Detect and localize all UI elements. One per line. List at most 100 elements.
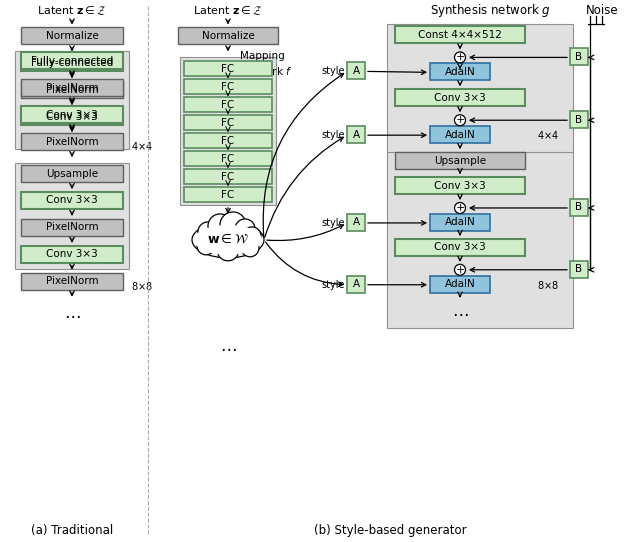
Text: Conv 3×3: Conv 3×3 xyxy=(46,109,98,120)
Circle shape xyxy=(208,214,232,238)
Text: $4{\times}4$: $4{\times}4$ xyxy=(537,129,559,141)
FancyBboxPatch shape xyxy=(430,126,490,143)
Text: FC: FC xyxy=(221,100,235,110)
FancyBboxPatch shape xyxy=(347,276,365,293)
FancyBboxPatch shape xyxy=(21,81,123,98)
FancyBboxPatch shape xyxy=(395,239,525,256)
FancyBboxPatch shape xyxy=(395,152,525,169)
FancyBboxPatch shape xyxy=(21,273,123,290)
Text: A: A xyxy=(352,66,359,76)
Text: Conv 3×3: Conv 3×3 xyxy=(46,196,98,205)
FancyBboxPatch shape xyxy=(21,219,123,236)
FancyBboxPatch shape xyxy=(395,89,525,106)
Text: style: style xyxy=(322,66,345,76)
FancyBboxPatch shape xyxy=(15,56,129,125)
Text: PixelNorm: PixelNorm xyxy=(46,137,99,147)
Text: +: + xyxy=(455,265,465,275)
Text: Conv 3×3: Conv 3×3 xyxy=(434,242,486,253)
FancyBboxPatch shape xyxy=(395,177,525,194)
Text: PixelNorm: PixelNorm xyxy=(46,83,99,93)
Text: style: style xyxy=(322,130,345,140)
Text: Upsample: Upsample xyxy=(46,169,98,178)
FancyBboxPatch shape xyxy=(184,151,272,166)
FancyBboxPatch shape xyxy=(570,261,588,278)
Text: B: B xyxy=(576,264,583,274)
FancyBboxPatch shape xyxy=(387,23,573,153)
Circle shape xyxy=(241,239,259,257)
Text: Fully-connected: Fully-connected xyxy=(31,58,113,68)
Circle shape xyxy=(455,264,466,275)
Text: $\mathbf{w} \in \mathcal{W}$: $\mathbf{w} \in \mathcal{W}$ xyxy=(207,233,249,247)
Text: B: B xyxy=(576,115,583,125)
FancyBboxPatch shape xyxy=(347,62,365,79)
Text: Mapping
network $f$: Mapping network $f$ xyxy=(240,51,293,78)
Circle shape xyxy=(455,52,466,63)
Text: Latent $\mathbf{z} \in \mathcal{Z}$: Latent $\mathbf{z} \in \mathcal{Z}$ xyxy=(193,4,263,17)
FancyBboxPatch shape xyxy=(184,115,272,130)
Text: PixelNorm: PixelNorm xyxy=(46,222,99,233)
Text: AdaIN: AdaIN xyxy=(445,279,475,289)
Circle shape xyxy=(235,219,255,239)
FancyBboxPatch shape xyxy=(178,28,278,44)
FancyBboxPatch shape xyxy=(184,133,272,148)
Circle shape xyxy=(243,227,261,245)
Text: Normalize: Normalize xyxy=(46,31,99,41)
FancyBboxPatch shape xyxy=(395,27,525,43)
Text: +: + xyxy=(455,203,465,213)
Text: Latent $\mathbf{z} \in \mathcal{Z}$: Latent $\mathbf{z} \in \mathcal{Z}$ xyxy=(37,4,107,17)
FancyBboxPatch shape xyxy=(21,28,123,44)
Text: $8{\times}8$: $8{\times}8$ xyxy=(131,280,153,292)
Text: $\cdots$: $\cdots$ xyxy=(452,304,468,321)
Text: style: style xyxy=(322,218,345,228)
FancyBboxPatch shape xyxy=(184,169,272,184)
FancyBboxPatch shape xyxy=(570,199,588,216)
Text: FC: FC xyxy=(221,153,235,164)
Circle shape xyxy=(455,115,466,126)
FancyBboxPatch shape xyxy=(347,126,365,143)
Text: B: B xyxy=(576,203,583,212)
FancyBboxPatch shape xyxy=(184,79,272,94)
Text: Noise: Noise xyxy=(586,4,618,17)
Ellipse shape xyxy=(194,225,262,255)
FancyBboxPatch shape xyxy=(15,51,129,149)
Circle shape xyxy=(198,222,218,242)
Text: Synthesis network $g$: Synthesis network $g$ xyxy=(429,2,550,19)
Text: (b) Style-based generator: (b) Style-based generator xyxy=(314,524,466,537)
Text: Conv 3×3: Conv 3×3 xyxy=(434,180,486,191)
FancyBboxPatch shape xyxy=(184,61,272,76)
FancyBboxPatch shape xyxy=(570,111,588,128)
Circle shape xyxy=(217,239,239,261)
Text: Conv 3×3: Conv 3×3 xyxy=(46,249,98,259)
FancyBboxPatch shape xyxy=(387,152,573,327)
Text: A: A xyxy=(352,279,359,289)
Text: $\cdots$: $\cdots$ xyxy=(64,306,80,324)
FancyBboxPatch shape xyxy=(180,57,276,205)
Text: AdaIN: AdaIN xyxy=(445,130,475,140)
Text: +: + xyxy=(455,115,465,125)
Text: A: A xyxy=(352,130,359,140)
Circle shape xyxy=(197,237,215,255)
Text: FC: FC xyxy=(221,64,235,74)
Text: FC: FC xyxy=(221,118,235,128)
Text: FC: FC xyxy=(221,172,235,182)
FancyBboxPatch shape xyxy=(21,108,123,125)
Text: AdaIN: AdaIN xyxy=(445,217,475,228)
FancyBboxPatch shape xyxy=(430,63,490,80)
Text: +: + xyxy=(455,53,465,62)
FancyBboxPatch shape xyxy=(430,214,490,231)
Text: $\cdots$: $\cdots$ xyxy=(219,339,237,357)
Text: FC: FC xyxy=(221,190,235,199)
FancyBboxPatch shape xyxy=(15,163,129,269)
FancyBboxPatch shape xyxy=(570,48,588,66)
Text: PixelNorm: PixelNorm xyxy=(46,276,99,286)
Text: $8{\times}8$: $8{\times}8$ xyxy=(537,279,559,291)
Text: PixelNorm: PixelNorm xyxy=(46,85,99,95)
FancyBboxPatch shape xyxy=(430,276,490,293)
Text: B: B xyxy=(576,52,583,62)
Text: Normalize: Normalize xyxy=(202,31,254,41)
Text: AdaIN: AdaIN xyxy=(445,67,475,77)
Text: A: A xyxy=(352,217,359,228)
Text: (a) Traditional: (a) Traditional xyxy=(31,524,113,537)
Ellipse shape xyxy=(192,222,264,258)
FancyBboxPatch shape xyxy=(21,192,123,209)
